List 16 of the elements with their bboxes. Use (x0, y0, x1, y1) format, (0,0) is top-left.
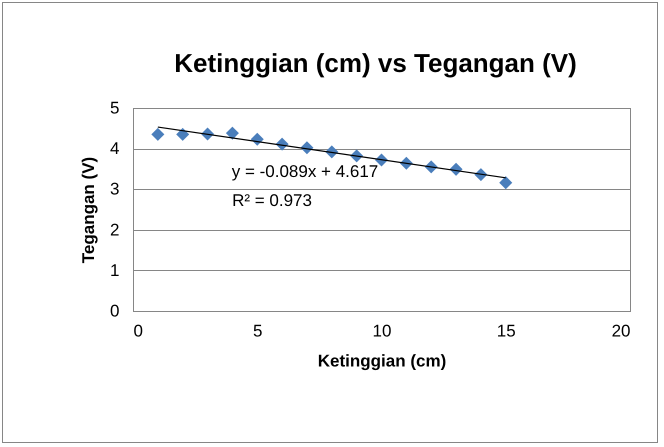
y-tick-label: 3 (110, 180, 120, 199)
y-tick-label: 2 (110, 220, 120, 240)
x-tick-label: 10 (372, 322, 392, 340)
y-tick-label: 1 (110, 260, 120, 280)
annotation: R² = 0.973 (232, 191, 312, 210)
x-tick-label: 5 (253, 322, 262, 340)
x-tick-label: 20 (612, 322, 630, 340)
chart-title: Ketinggian (cm) vs Tegangan (V) (174, 48, 577, 78)
x-tick-label: 15 (496, 322, 516, 340)
y-tick-label: 5 (110, 98, 120, 118)
y-tick-label: 4 (110, 139, 120, 158)
x-axis-title: Ketinggian (cm) (318, 352, 446, 370)
x-tick-label: 0 (134, 322, 143, 340)
y-tick-label: 0 (110, 302, 120, 320)
annotation: y = -0.089x + 4.617 (232, 162, 378, 181)
y-axis-title: Tegangan (V) (79, 156, 98, 264)
